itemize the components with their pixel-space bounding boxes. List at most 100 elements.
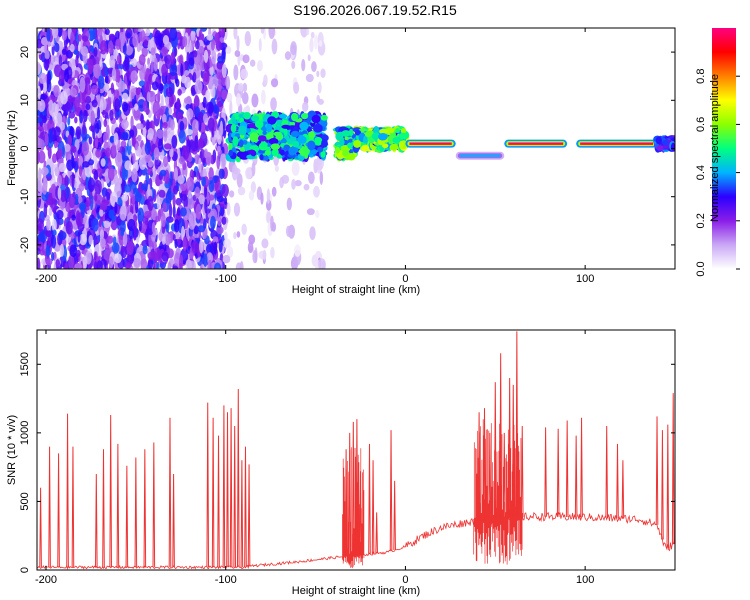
heatmap-cell xyxy=(230,124,237,133)
heatmap-cell xyxy=(140,183,149,191)
snr-spike xyxy=(95,473,98,568)
snr-spike xyxy=(655,416,659,525)
heatmap-cell xyxy=(222,254,231,264)
heatmap-cell xyxy=(85,103,91,111)
colorbar-gradient xyxy=(712,28,736,269)
heatmap-cell xyxy=(103,119,108,128)
heatmap-cell xyxy=(108,256,114,269)
heatmap-cell xyxy=(229,100,233,116)
heatmap-cell xyxy=(219,153,227,169)
heatmap-cell xyxy=(311,114,321,124)
heatmap-cell xyxy=(74,116,78,124)
heatmap-cell xyxy=(321,139,328,148)
heatmap-cell xyxy=(108,33,116,41)
heatmap-cell xyxy=(134,103,139,111)
heatmap-cell xyxy=(250,181,256,194)
heatmap-cell xyxy=(266,123,273,133)
colorbar: 0.0 0.2 0.4 0.6 0.8 Normalized spectral ampl… xyxy=(695,28,740,277)
heatmap-cell xyxy=(228,142,233,152)
snr-spike xyxy=(206,402,210,568)
heatmap-cell xyxy=(231,115,236,120)
heatmap-cell xyxy=(131,168,138,183)
heatmap-cell xyxy=(209,65,214,76)
heatmap-cell xyxy=(349,128,354,137)
snr-spike xyxy=(605,425,609,519)
heatmap-cell xyxy=(259,154,264,161)
heatmap-cell xyxy=(182,236,187,252)
heatmap-cell xyxy=(398,132,408,140)
snr-spike xyxy=(48,446,51,568)
heatmap-cell xyxy=(132,32,139,48)
heatmap-cell xyxy=(210,154,216,165)
snr-spike xyxy=(556,428,560,517)
snr-spike xyxy=(222,405,226,568)
heatmap-cell xyxy=(206,33,214,41)
heatmap-cell xyxy=(221,63,227,78)
snr-spike xyxy=(233,425,236,568)
heatmap-cell xyxy=(248,190,255,201)
snr-spike xyxy=(57,453,60,568)
heatmap-cell xyxy=(38,72,47,84)
heatmap-cell xyxy=(56,209,64,220)
heatmap-cell xyxy=(94,192,98,202)
heatmap-cell xyxy=(147,251,155,260)
heatmap-cell xyxy=(232,118,237,125)
heatmap-cell xyxy=(194,80,203,95)
heatmap-cell xyxy=(126,69,130,78)
heatmap-cell xyxy=(382,143,389,149)
heatmap-cell xyxy=(140,113,144,124)
heatmap-cell xyxy=(193,225,199,235)
heatmap-cell xyxy=(81,141,90,156)
snr-spike xyxy=(508,377,511,518)
heatmap-cell xyxy=(221,74,227,87)
snr-spike xyxy=(143,449,147,568)
heatmap-cell xyxy=(107,40,114,55)
heatmap-cell xyxy=(220,89,228,100)
heatmap-cell xyxy=(88,58,94,75)
heatmap-cell xyxy=(211,50,217,65)
heatmap-cell xyxy=(139,65,146,81)
heatmap-cell xyxy=(309,37,314,53)
heatmap-cell xyxy=(74,96,81,107)
heatmap-cell xyxy=(43,203,48,218)
heatmap-cell xyxy=(68,254,75,269)
heatmap-cell xyxy=(157,89,161,104)
heatmap-cell xyxy=(309,226,316,241)
heatmap-cell xyxy=(217,78,222,92)
heatmap-cell xyxy=(37,176,42,192)
heatmap-cell xyxy=(103,83,110,93)
heatmap-cell xyxy=(171,135,178,149)
heatmap-cell xyxy=(48,99,54,116)
snr-frame xyxy=(36,329,676,571)
heatmap-cell xyxy=(197,194,205,205)
heatmap-cell xyxy=(238,113,244,118)
heatmap-cell xyxy=(305,73,314,83)
heatmap-cell xyxy=(226,246,234,258)
snr-spike xyxy=(520,425,524,517)
snr-y-tick-label: 0 xyxy=(19,567,31,573)
heatmap-cell xyxy=(132,135,136,148)
heatmap-cell xyxy=(37,150,46,164)
snr-panel: -200 -100 0 100 0 500 1000 1500 Height of stra… xyxy=(6,329,676,597)
heatmap-cell xyxy=(279,149,285,156)
heatmap-cell xyxy=(299,121,309,131)
heatmap-cell xyxy=(191,119,199,134)
snr-series xyxy=(37,331,675,570)
heatmap-cell xyxy=(150,47,156,56)
heatmap-cell xyxy=(144,141,152,155)
heatmap-cell xyxy=(67,116,71,126)
colorbar-tick-label: 0.4 xyxy=(695,165,707,180)
heatmap-cell xyxy=(84,77,91,86)
heatmap-cell xyxy=(111,141,117,157)
heatmap-cell xyxy=(66,159,74,171)
heatmap-cell xyxy=(58,231,67,241)
heatmap-cell xyxy=(46,218,51,231)
heatmap-cell xyxy=(288,146,297,156)
heatmap-cell xyxy=(128,139,132,147)
snr-spike xyxy=(616,443,619,519)
heatmap-cell xyxy=(53,84,60,98)
heatmap-cell xyxy=(204,198,208,214)
spectrogram-x-tick-label: -200 xyxy=(35,273,57,285)
heatmap-cell xyxy=(92,129,96,140)
